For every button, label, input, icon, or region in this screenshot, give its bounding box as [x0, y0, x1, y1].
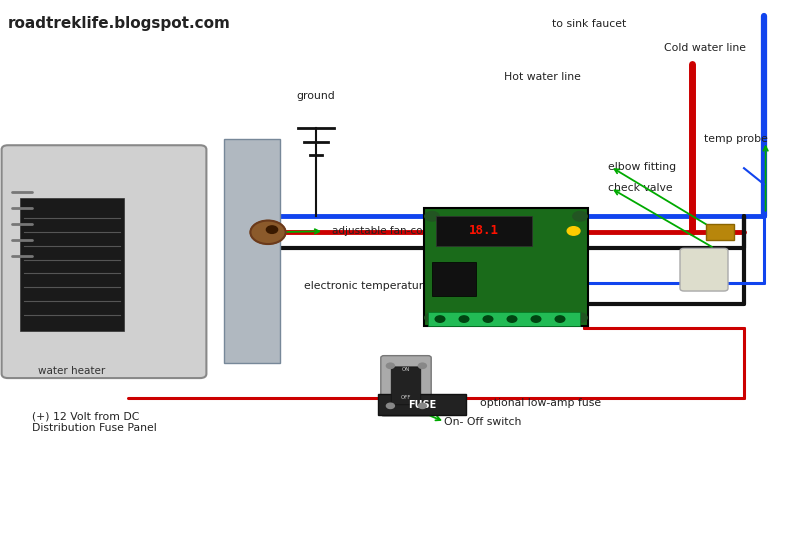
Text: (+) 12 Volt from DC
Distribution Fuse Panel: (+) 12 Volt from DC Distribution Fuse Pa…: [32, 411, 157, 433]
FancyBboxPatch shape: [391, 367, 421, 405]
Text: roadtreklife.blogspot.com: roadtreklife.blogspot.com: [8, 16, 231, 31]
Bar: [428, 312, 580, 326]
Text: water heater: water heater: [38, 366, 106, 376]
Circle shape: [435, 316, 445, 322]
Circle shape: [507, 316, 517, 322]
Text: optional low-amp fuse: optional low-amp fuse: [480, 398, 601, 408]
Bar: [20, 198, 124, 331]
Circle shape: [425, 211, 439, 221]
Circle shape: [386, 403, 394, 409]
Circle shape: [266, 226, 278, 233]
Text: FUSE: FUSE: [408, 399, 436, 410]
Text: OFF: OFF: [400, 395, 411, 400]
Text: ground: ground: [297, 91, 335, 101]
FancyBboxPatch shape: [424, 208, 588, 326]
Circle shape: [573, 211, 587, 221]
Text: temp probe: temp probe: [704, 134, 768, 144]
Text: On- Off switch: On- Off switch: [444, 417, 522, 427]
Text: Hot water line: Hot water line: [504, 73, 581, 82]
Bar: [432, 262, 476, 296]
FancyBboxPatch shape: [381, 356, 431, 416]
Bar: [224, 139, 280, 363]
Circle shape: [555, 316, 565, 322]
Circle shape: [531, 316, 541, 322]
Text: elbow fitting: elbow fitting: [608, 162, 676, 171]
FancyBboxPatch shape: [680, 248, 728, 291]
Text: 18.1: 18.1: [469, 224, 499, 238]
FancyBboxPatch shape: [706, 224, 734, 240]
Circle shape: [418, 363, 426, 368]
Text: ON: ON: [402, 367, 410, 372]
Circle shape: [425, 313, 439, 323]
FancyBboxPatch shape: [2, 145, 206, 378]
Text: electronic temperature controller: electronic temperature controller: [304, 281, 486, 290]
Text: Cold water line: Cold water line: [664, 43, 746, 53]
Text: to sink faucet: to sink faucet: [552, 19, 626, 29]
Circle shape: [418, 403, 426, 409]
Circle shape: [567, 226, 580, 235]
Circle shape: [459, 316, 469, 322]
FancyBboxPatch shape: [378, 394, 466, 415]
Bar: [436, 216, 532, 246]
Circle shape: [250, 221, 286, 244]
Circle shape: [483, 316, 493, 322]
Text: check valve: check valve: [608, 183, 673, 193]
Circle shape: [573, 313, 587, 323]
Text: adjustable fan-control thermostat switch: adjustable fan-control thermostat switch: [332, 226, 545, 236]
Circle shape: [386, 363, 394, 368]
